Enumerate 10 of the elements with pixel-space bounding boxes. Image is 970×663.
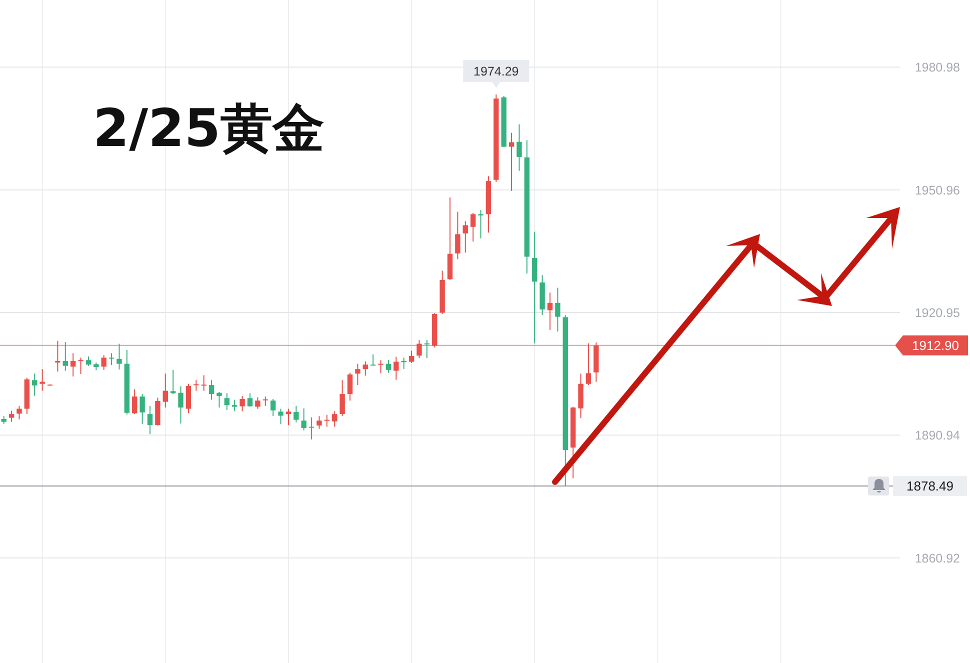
- y-tick-label: 1890.94: [914, 428, 960, 443]
- y-tick-label: 1920.95: [914, 306, 960, 320]
- y-tick-label: 1950.96: [914, 183, 960, 198]
- ref-line-label: 1912.90: [912, 338, 959, 353]
- y-tick-label: 1860.92: [914, 551, 960, 566]
- annotation: 1974.29: [463, 60, 530, 88]
- y-tick-label: 1980.98: [914, 60, 960, 75]
- text: 2/25黄金: [93, 99, 325, 159]
- ref-line-label: 1878.49: [906, 478, 954, 494]
- annotation: 1974.29: [474, 64, 519, 78]
